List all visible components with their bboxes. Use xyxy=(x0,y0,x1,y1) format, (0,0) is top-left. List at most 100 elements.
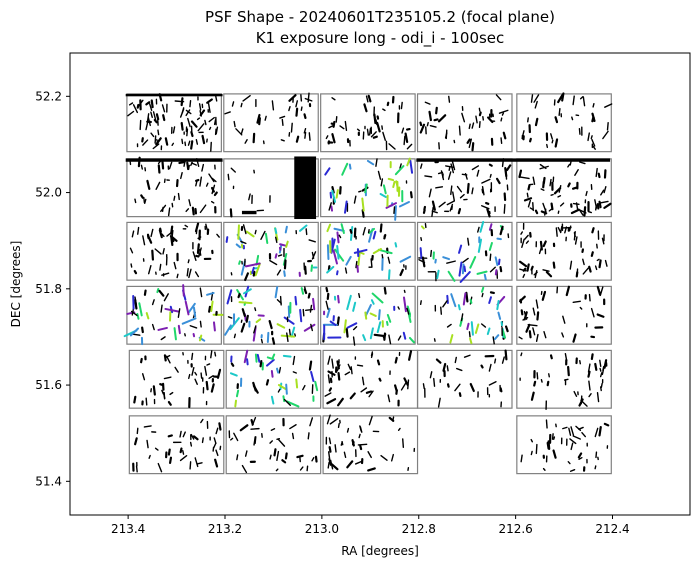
psf-whisker xyxy=(358,190,362,193)
psf-whisker xyxy=(337,294,340,304)
psf-whisker xyxy=(367,94,372,103)
psf-whisker xyxy=(499,225,504,236)
psf-whisker xyxy=(548,373,550,378)
ota-cell xyxy=(416,349,513,409)
psf-whisker xyxy=(567,163,571,168)
psf-whisker xyxy=(131,230,135,238)
psf-whisker xyxy=(264,232,269,244)
psf-whisker xyxy=(245,314,249,323)
psf-whisker xyxy=(167,207,171,217)
psf-whisker xyxy=(388,416,395,422)
psf-whisker xyxy=(187,302,196,314)
psf-whisker xyxy=(379,193,387,198)
psf-whisker xyxy=(594,362,598,371)
psf-whisker xyxy=(599,359,602,368)
psf-whisker xyxy=(252,270,256,277)
psf-whisker xyxy=(328,437,332,445)
psf-whisker xyxy=(205,223,208,231)
ota-cell xyxy=(320,285,416,346)
y-tick-label: 52.0 xyxy=(35,186,62,200)
psf-whisker xyxy=(606,121,609,131)
psf-whisker xyxy=(128,102,134,106)
psf-whisker xyxy=(216,233,220,238)
psf-whisker xyxy=(331,358,334,369)
psf-whisker xyxy=(461,173,468,176)
psf-whisker xyxy=(562,315,566,324)
psf-whisker xyxy=(500,117,503,122)
psf-whisker xyxy=(596,392,600,403)
psf-whisker xyxy=(519,268,527,272)
psf-whisker xyxy=(199,287,203,298)
ota-cell xyxy=(416,93,513,153)
psf-whisker xyxy=(591,116,595,123)
psf-whisker xyxy=(162,114,166,122)
psf-whisker xyxy=(567,182,571,188)
psf-whisker xyxy=(588,265,592,273)
psf-whisker xyxy=(398,200,410,208)
psf-whisker xyxy=(568,225,572,232)
psf-whisker xyxy=(488,363,492,372)
psf-whisker xyxy=(163,293,169,302)
psf-whisker xyxy=(572,333,577,343)
psf-whisker xyxy=(208,116,215,123)
psf-whisker xyxy=(578,161,586,165)
psf-whisker xyxy=(254,353,258,363)
psf-whisker xyxy=(283,398,291,406)
psf-whisker xyxy=(426,122,429,127)
psf-whisker xyxy=(304,131,307,139)
psf-whisker xyxy=(582,267,590,275)
psf-whisker xyxy=(328,202,332,211)
psf-whisker xyxy=(140,194,144,199)
psf-whisker xyxy=(532,307,536,316)
psf-whisker xyxy=(358,433,361,439)
psf-whisker xyxy=(295,100,299,108)
psf-whisker xyxy=(422,208,426,214)
psf-whisker xyxy=(469,256,477,269)
psf-whisker xyxy=(224,111,231,115)
psf-whisker xyxy=(208,305,212,313)
psf-whisker xyxy=(312,297,316,311)
psf-whisker xyxy=(468,331,471,338)
psf-whisker xyxy=(530,94,534,103)
psf-whisker xyxy=(252,132,256,144)
psf-whisker xyxy=(401,127,405,134)
psf-whisker xyxy=(271,353,276,360)
psf-whisker xyxy=(215,427,219,435)
psf-whisker xyxy=(587,132,590,142)
psf-whisker xyxy=(554,138,559,148)
psf-whisker xyxy=(187,259,190,264)
psf-whisker xyxy=(159,227,162,233)
psf-whisker xyxy=(341,162,349,176)
psf-whisker xyxy=(442,362,447,372)
psf-whisker xyxy=(449,334,454,344)
psf-whisker xyxy=(309,417,314,427)
psf-whisker xyxy=(335,189,339,199)
psf-whisker xyxy=(480,323,487,328)
psf-whisker xyxy=(451,160,456,171)
psf-whisker xyxy=(307,92,310,103)
psf-whisker xyxy=(461,263,465,275)
psf-whisker xyxy=(198,334,203,342)
psf-whisker xyxy=(382,184,387,195)
psf-whisker xyxy=(419,247,423,260)
plot-frame xyxy=(69,52,691,516)
psf-whisker xyxy=(588,380,591,391)
psf-whisker xyxy=(463,265,467,273)
psf-whisker xyxy=(372,230,377,240)
psf-whisker xyxy=(258,117,261,126)
psf-whisker xyxy=(557,195,562,198)
psf-whisker xyxy=(155,137,162,146)
psf-whisker xyxy=(520,309,524,316)
psf-whisker xyxy=(420,236,423,242)
psf-whisker xyxy=(240,102,243,108)
psf-whisker xyxy=(362,227,366,236)
psf-whisker xyxy=(388,143,396,150)
psf-whisker xyxy=(438,201,446,208)
psf-whisker xyxy=(303,113,307,120)
psf-whisker xyxy=(600,382,603,389)
psf-whisker xyxy=(557,94,564,104)
psf-whisker xyxy=(252,381,257,392)
psf-whisker xyxy=(394,205,397,221)
x-tick-label: 212.8 xyxy=(402,522,436,536)
ota-border xyxy=(416,158,513,218)
